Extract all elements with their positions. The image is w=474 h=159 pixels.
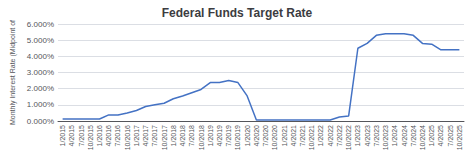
svg-text:7/2016: 7/2016	[114, 125, 121, 147]
svg-text:6.000%: 6.000%	[27, 20, 54, 29]
svg-text:4/2023: 4/2023	[364, 125, 371, 147]
svg-text:1/2025: 1/2025	[428, 125, 435, 147]
svg-text:1.000%: 1.000%	[27, 100, 54, 109]
svg-text:5.000%: 5.000%	[27, 36, 54, 45]
svg-text:4/2017: 4/2017	[142, 125, 149, 147]
svg-text:4/2022: 4/2022	[327, 125, 334, 147]
svg-text:4/2021: 4/2021	[290, 125, 297, 147]
svg-text:4.000%: 4.000%	[27, 52, 54, 61]
svg-text:1/2024: 1/2024	[391, 125, 398, 147]
svg-text:7/2022: 7/2022	[336, 125, 343, 147]
svg-text:7/2017: 7/2017	[151, 125, 158, 147]
svg-text:7/2024: 7/2024	[410, 125, 417, 147]
svg-text:7/2015: 7/2015	[78, 125, 85, 147]
svg-text:1/2017: 1/2017	[133, 125, 140, 147]
svg-text:2.000%: 2.000%	[27, 84, 54, 93]
svg-text:10/2025: 10/2025	[456, 125, 463, 150]
svg-text:1/2015: 1/2015	[59, 125, 66, 147]
svg-text:7/2023: 7/2023	[373, 125, 380, 147]
svg-text:1/2021: 1/2021	[281, 125, 288, 147]
svg-text:7/2018: 7/2018	[188, 125, 195, 147]
svg-text:4/2016: 4/2016	[105, 125, 112, 147]
svg-text:1/2016: 1/2016	[96, 125, 103, 147]
svg-text:10/2022: 10/2022	[345, 125, 352, 150]
svg-text:7/2019: 7/2019	[225, 125, 232, 147]
svg-text:4/2015: 4/2015	[68, 125, 75, 147]
svg-text:10/2015: 10/2015	[87, 125, 94, 150]
svg-text:10/2024: 10/2024	[419, 125, 426, 150]
svg-text:4/2024: 4/2024	[401, 125, 408, 147]
svg-text:1/2019: 1/2019	[207, 125, 214, 147]
svg-text:1/2023: 1/2023	[354, 125, 361, 147]
svg-text:1/2022: 1/2022	[317, 125, 324, 147]
svg-text:3.000%: 3.000%	[27, 68, 54, 77]
svg-text:7/2025: 7/2025	[447, 125, 454, 147]
svg-text:1/2018: 1/2018	[170, 125, 177, 147]
svg-text:Federal Funds Target Rate: Federal Funds Target Rate	[162, 6, 313, 20]
svg-text:10/2017: 10/2017	[161, 125, 168, 150]
svg-text:7/2020: 7/2020	[262, 125, 269, 147]
svg-text:4/2025: 4/2025	[437, 125, 444, 147]
svg-text:4/2019: 4/2019	[216, 125, 223, 147]
svg-text:4/2020: 4/2020	[253, 125, 260, 147]
svg-text:10/2021: 10/2021	[308, 125, 315, 150]
svg-text:10/2018: 10/2018	[198, 125, 205, 150]
svg-text:0.000%: 0.000%	[27, 117, 54, 126]
svg-text:1/2020: 1/2020	[244, 125, 251, 147]
svg-text:10/2019: 10/2019	[234, 125, 241, 150]
svg-text:4/2018: 4/2018	[179, 125, 186, 147]
svg-text:Monthly Interest Rate (Midpoin: Monthly Interest Rate (Midpoint of	[9, 20, 17, 125]
svg-text:10/2016: 10/2016	[124, 125, 131, 150]
svg-text:7/2021: 7/2021	[299, 125, 306, 147]
svg-text:10/2020: 10/2020	[271, 125, 278, 150]
svg-text:10/2023: 10/2023	[382, 125, 389, 150]
